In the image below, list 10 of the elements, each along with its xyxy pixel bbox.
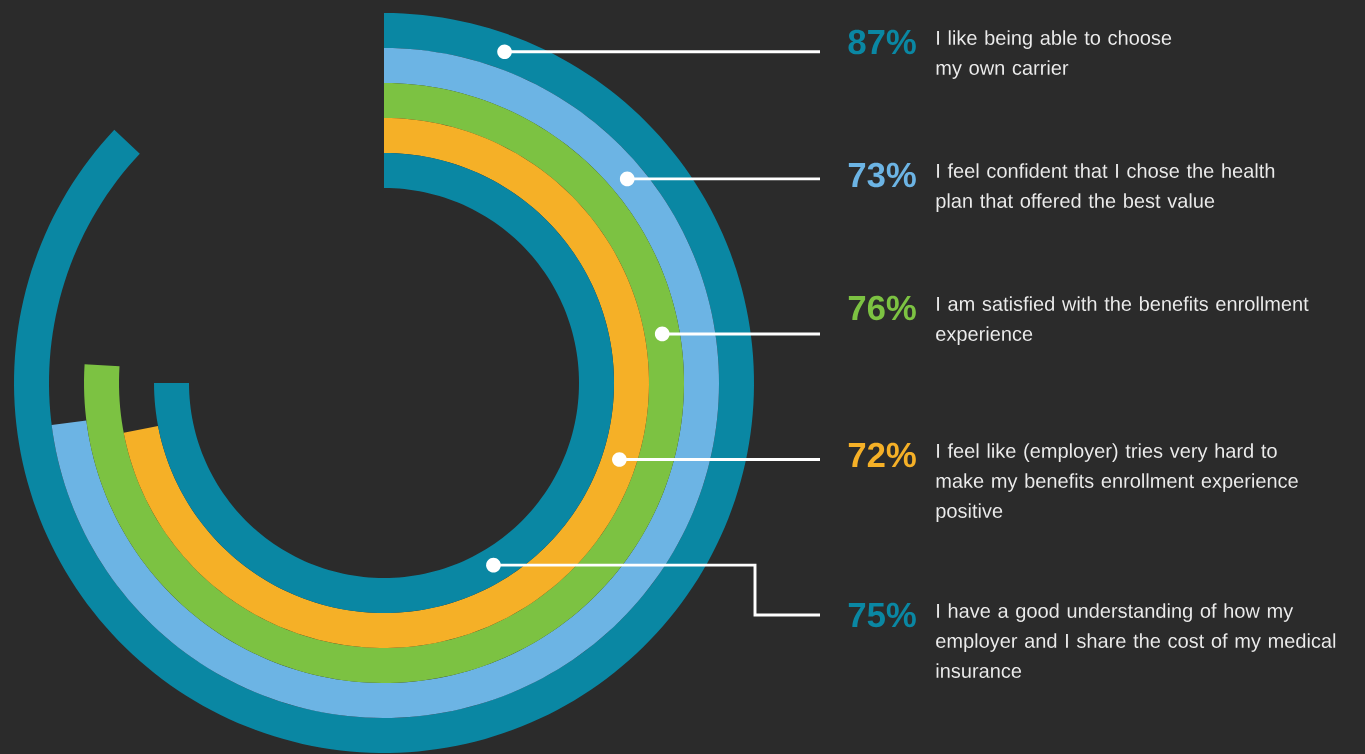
data-label: 72% [848,442,916,468]
category-label: I have a good understanding of how my employer and I share the cost of my medical insurance [936,603,1336,678]
data-label: 75% [848,602,916,628]
category-label: I feel like (employer) tries very hard to make my benefits enrollment experience positive [936,443,1298,522]
data-label: 73% [848,162,916,188]
category-label: I like being able to choose my own carrier [936,30,1172,79]
data-label: 87% [848,29,916,55]
data-label: 76% [848,295,916,321]
category-label: I feel confident that I chose the health plan that offered the best value [936,163,1275,212]
category-label: I am satisfied with the benefits enrollment experience [936,296,1309,345]
